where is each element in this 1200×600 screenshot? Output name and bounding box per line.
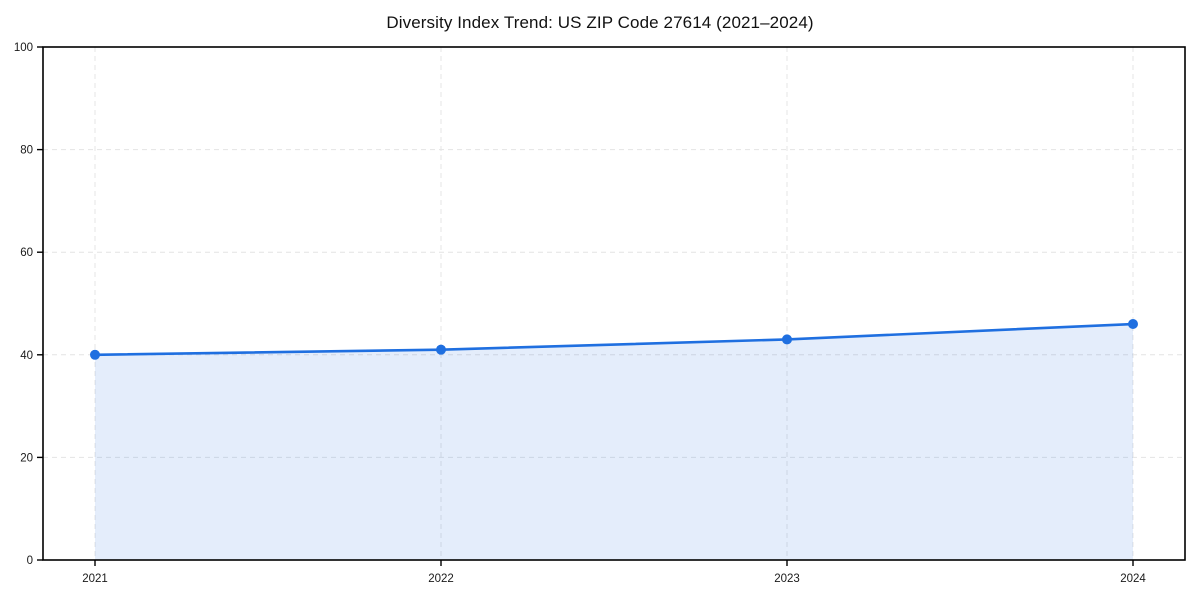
x-tick-label: 2024 bbox=[1120, 573, 1146, 585]
area-fill bbox=[95, 324, 1133, 560]
x-tick-label: 2021 bbox=[82, 573, 108, 585]
y-tick-label: 100 bbox=[14, 42, 33, 54]
y-tick-label: 80 bbox=[20, 145, 33, 157]
y-tick-label: 20 bbox=[20, 452, 33, 464]
data-point bbox=[436, 344, 446, 355]
data-point bbox=[1128, 319, 1138, 330]
x-tick-label: 2022 bbox=[428, 573, 454, 585]
y-tick-label: 60 bbox=[20, 247, 33, 259]
y-tick-label: 40 bbox=[20, 350, 33, 362]
data-point bbox=[90, 349, 100, 360]
y-tick-label: 0 bbox=[27, 555, 33, 567]
axis-frame bbox=[42, 46, 1186, 561]
data-point bbox=[782, 334, 792, 345]
trend-line bbox=[93, 322, 1135, 357]
x-tick-label: 2023 bbox=[774, 573, 800, 585]
chart-title: Diversity Index Trend: US ZIP Code 27614… bbox=[386, 13, 814, 32]
